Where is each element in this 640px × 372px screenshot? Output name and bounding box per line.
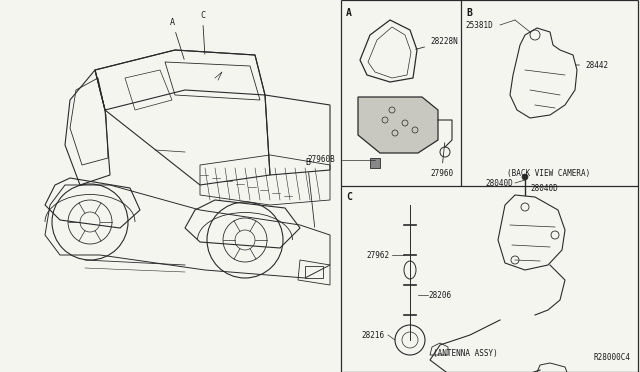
Text: 28228N: 28228N [416, 38, 458, 49]
Text: B: B [466, 8, 472, 18]
Text: 28206: 28206 [428, 291, 451, 299]
Text: C: C [346, 192, 352, 202]
Text: R28000C4: R28000C4 [593, 353, 630, 362]
Text: 27960: 27960 [430, 143, 453, 177]
Bar [370, 158, 380, 168]
Text: 27960B: 27960B [307, 155, 335, 164]
Text: 27962: 27962 [367, 250, 390, 260]
Text: (ANTENNA ASSY): (ANTENNA ASSY) [433, 349, 497, 358]
Text: A: A [170, 18, 184, 60]
Polygon shape [358, 97, 438, 153]
Text: 28040D: 28040D [530, 184, 557, 193]
Circle shape [522, 174, 528, 180]
Text: (BACK VIEW CAMERA): (BACK VIEW CAMERA) [508, 169, 591, 178]
Text: 28216: 28216 [362, 330, 385, 340]
Text: A: A [346, 8, 352, 18]
Text: B: B [305, 158, 315, 227]
Text: 28040D: 28040D [485, 179, 513, 187]
Bar [305, 266, 323, 278]
Text: 28442: 28442 [576, 61, 608, 70]
Text: C: C [200, 11, 205, 54]
Text: 25381D: 25381D [465, 20, 493, 29]
